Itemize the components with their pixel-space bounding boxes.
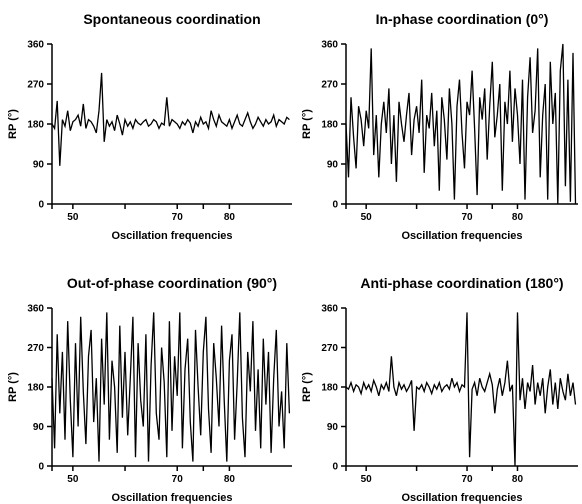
series-line (51, 72, 290, 166)
x-tick-label: 50 (67, 212, 79, 223)
y-tick-label: 90 (327, 160, 339, 171)
chart-title: Spontaneous coordination (83, 11, 260, 27)
x-axis-label: Oscillation frequencies (401, 492, 522, 504)
y-tick-label: 360 (27, 40, 44, 51)
y-tick-label: 0 (38, 200, 44, 211)
y-tick-label: 270 (27, 343, 44, 354)
series-line (51, 312, 291, 462)
y-tick-label: 0 (332, 200, 338, 211)
x-tick-label: 50 (361, 212, 373, 223)
series-line (345, 312, 577, 467)
y-tick-label: 90 (327, 422, 339, 433)
x-axis-label: Oscillation frequencies (401, 230, 522, 242)
y-tick-label: 90 (33, 422, 45, 433)
x-tick-label: 70 (461, 474, 473, 485)
x-axis-label: Oscillation frequencies (111, 230, 232, 242)
x-tick-label: 80 (512, 474, 524, 485)
y-axis-label: RP (°) (7, 372, 19, 402)
x-tick-label: 80 (512, 212, 524, 223)
y-tick-label: 270 (321, 80, 338, 91)
chart-panel-1: Spontaneous coordination 0 90 180 270 360 50 70… (7, 11, 292, 242)
y-axis-label: RP (°) (301, 372, 313, 402)
x-tick-label: 70 (461, 212, 473, 223)
y-tick-label: 180 (27, 120, 44, 131)
y-tick-label: 90 (33, 160, 45, 171)
chart-title: Out-of-phase coordination (90°) (67, 275, 277, 291)
x-axis-label: Oscillation frequencies (111, 492, 232, 504)
x-tick-label: 50 (67, 474, 79, 485)
y-tick-label: 360 (321, 304, 338, 315)
y-axis-label: RP (°) (301, 109, 313, 139)
y-tick-label: 270 (321, 343, 338, 354)
y-tick-label: 180 (321, 383, 338, 394)
y-tick-label: 0 (38, 462, 44, 473)
x-tick-label: 80 (224, 212, 236, 223)
y-tick-label: 270 (27, 80, 44, 91)
x-tick-label: 80 (224, 474, 236, 485)
y-tick-label: 180 (321, 120, 338, 131)
x-tick-label: 50 (361, 474, 373, 485)
chart-panel-3: Out-of-phase coordination (90°) 0 90 180 270… (7, 275, 292, 504)
chart-panel-4: Anti-phase coordination (180°) 0 90 180 270 3… (301, 275, 578, 504)
y-axis-label: RP (°) (7, 109, 19, 139)
y-tick-label: 180 (27, 383, 44, 394)
y-tick-label: 360 (321, 40, 338, 51)
chart-title: Anti-phase coordination (180°) (360, 275, 563, 291)
x-tick-label: 70 (172, 212, 184, 223)
chart-panel-2: In-phase coordination (0°) 0 90 180 270 360 50… (301, 11, 578, 242)
series-line (345, 43, 577, 205)
chart-title: In-phase coordination (0°) (376, 11, 549, 27)
x-tick-label: 70 (172, 474, 184, 485)
y-tick-label: 360 (27, 304, 44, 315)
y-tick-label: 0 (332, 462, 338, 473)
